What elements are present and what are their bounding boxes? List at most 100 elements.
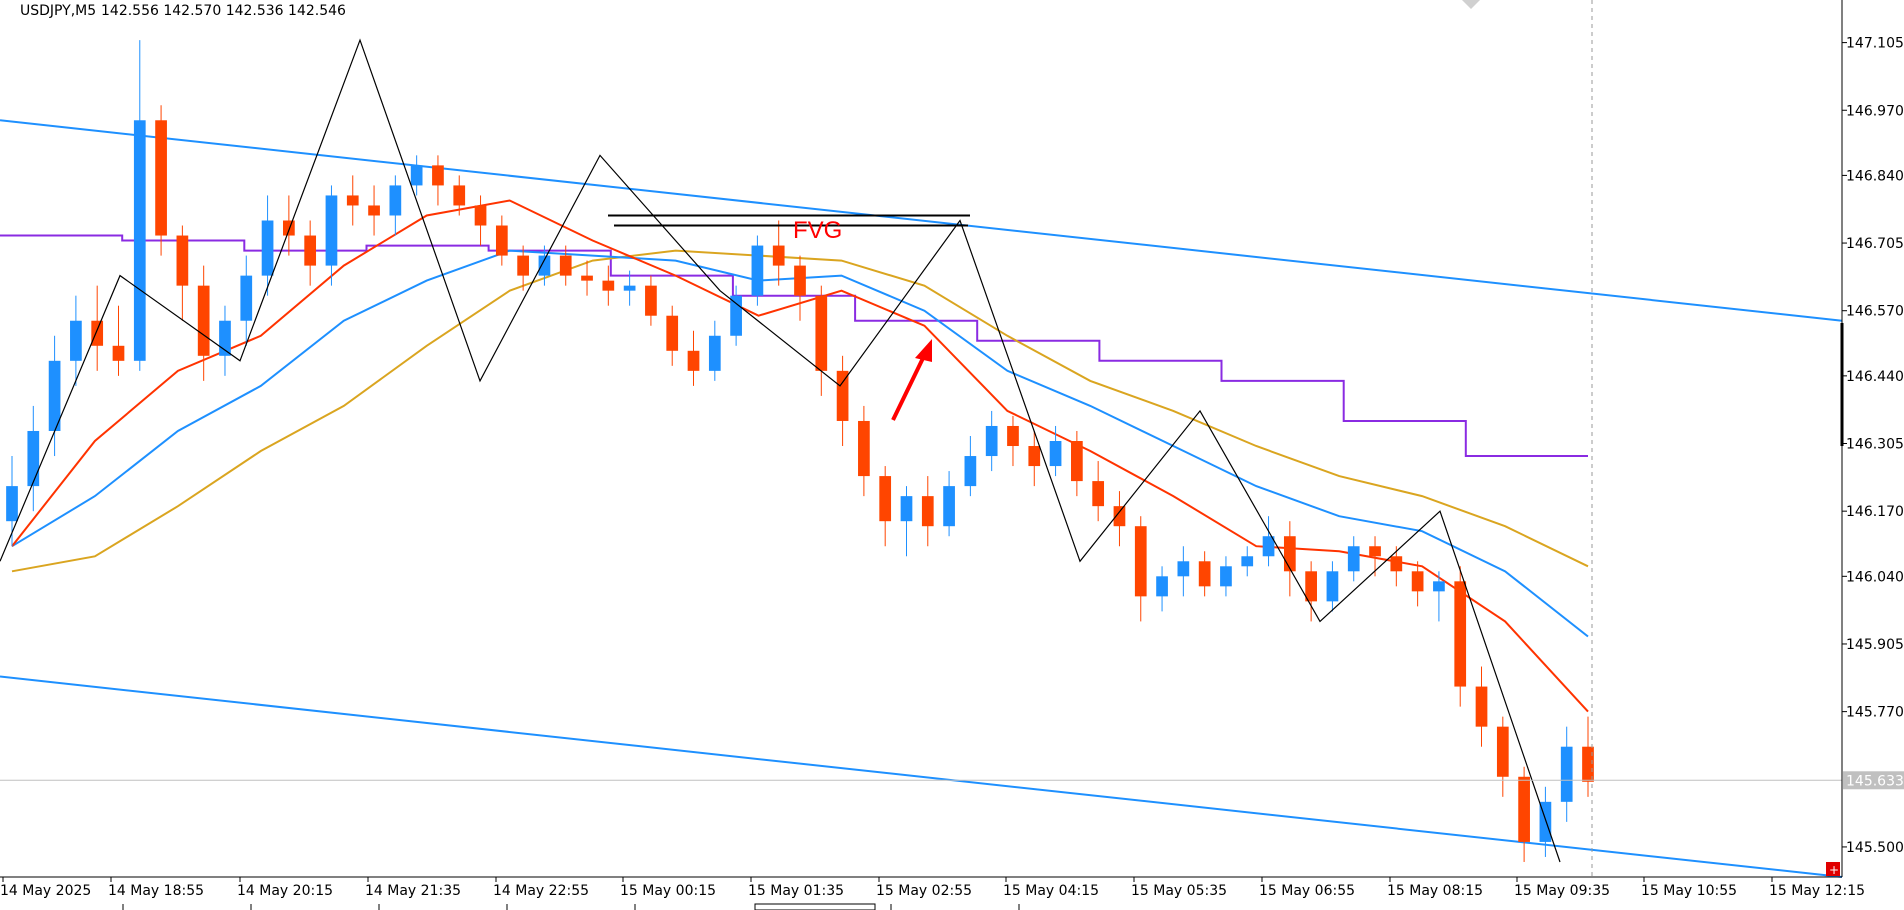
candle-body [1326, 571, 1339, 602]
y-tick-label: 145.500 [1846, 840, 1904, 856]
candle-body [794, 265, 806, 296]
candlesticks [6, 40, 1594, 862]
candle-body [6, 486, 18, 522]
red-arrow-head [915, 339, 932, 362]
candle-body [1028, 446, 1041, 467]
candle [900, 486, 913, 557]
x-tick-label: 15 May 10:55 [1641, 883, 1737, 899]
candle [794, 255, 806, 321]
fvg-zone: FVG [608, 214, 970, 244]
candle [197, 265, 210, 381]
x-tick-label: 14 May 22:55 [493, 883, 589, 899]
x-tick-label: 14 May 2025 [0, 883, 91, 899]
candle [1007, 415, 1019, 467]
candle [559, 245, 572, 286]
candle-body [304, 235, 317, 266]
candle [133, 40, 146, 371]
x-tick-label: 15 May 08:15 [1387, 883, 1483, 899]
candle-body [858, 420, 870, 477]
x-tick-label: 15 May 01:35 [748, 883, 844, 899]
candle [1283, 521, 1296, 597]
candle-body [517, 255, 529, 276]
candle-body [1007, 425, 1019, 447]
candle [346, 175, 359, 226]
candle [1071, 430, 1083, 497]
chart-symbol-label: USDJPY,M5 [20, 3, 96, 19]
candle [495, 215, 508, 266]
candle [1305, 561, 1317, 622]
candle-body [645, 285, 657, 316]
candle [602, 265, 615, 306]
candle [261, 195, 274, 296]
candle-body [1390, 556, 1403, 572]
candle [283, 195, 295, 256]
candle [1411, 561, 1424, 607]
candle-body [1539, 801, 1552, 842]
candle [368, 185, 380, 236]
candle-body [900, 496, 913, 522]
candle-body [1496, 726, 1509, 777]
candle-body [1262, 536, 1275, 557]
candle [432, 155, 444, 206]
candle-body [1433, 581, 1445, 592]
candle-body [1369, 546, 1381, 557]
candle [155, 105, 167, 256]
candle [581, 260, 593, 296]
candle [453, 175, 466, 216]
x-tick-label: 15 May 09:35 [1514, 883, 1610, 899]
candle-body [1049, 441, 1062, 467]
candle [858, 405, 870, 497]
candle-body [453, 185, 466, 206]
active-tab [754, 903, 876, 910]
candle [1390, 546, 1403, 587]
candle-body [1347, 546, 1360, 572]
candle [1539, 786, 1552, 857]
channel-upper-line [0, 119, 1843, 322]
y-tick-label: 146.840 [1846, 168, 1904, 184]
candle-body [474, 205, 487, 226]
candle [1582, 716, 1594, 797]
zigzag-line [0, 38, 1561, 863]
y-tick-label: 146.970 [1846, 103, 1904, 119]
candle [1475, 666, 1488, 747]
candle [70, 295, 82, 386]
chart-shift-marker [1462, 0, 1480, 9]
candle [1134, 516, 1147, 622]
candle-body [197, 285, 210, 356]
y-tick-label: 146.040 [1846, 569, 1904, 585]
candle [645, 275, 657, 326]
candle [1262, 516, 1275, 567]
x-tick-label: 15 May 02:55 [876, 883, 972, 899]
candle [1326, 561, 1339, 612]
current-price-label: 145.633 [1846, 773, 1904, 789]
candle-body [921, 496, 934, 527]
red-arrow-shaft [891, 353, 927, 421]
candle [751, 235, 764, 306]
candle-body [70, 320, 82, 361]
candle [91, 285, 104, 371]
candle-body [751, 245, 764, 296]
candle [836, 355, 849, 447]
zoom-plus-icon: + [1829, 863, 1839, 877]
candle-body [964, 456, 977, 487]
x-tick-label: 15 May 00:15 [620, 883, 716, 899]
candle-body [1518, 776, 1530, 842]
candle-body [368, 205, 380, 216]
fvg-label: FVG [793, 217, 842, 244]
candle-body [687, 350, 700, 371]
candle [708, 320, 721, 381]
candle-body [325, 195, 338, 266]
candle-body [836, 370, 849, 421]
channel-lower-line [0, 675, 1843, 878]
candle [27, 405, 40, 512]
candle [1433, 571, 1445, 622]
candle-body [1071, 441, 1083, 482]
candle-body [1134, 526, 1147, 597]
candle-body [708, 335, 721, 371]
candle-body [559, 255, 572, 276]
candle [1560, 726, 1573, 822]
regression-channel [0, 119, 1843, 878]
candle-body [1475, 686, 1488, 727]
